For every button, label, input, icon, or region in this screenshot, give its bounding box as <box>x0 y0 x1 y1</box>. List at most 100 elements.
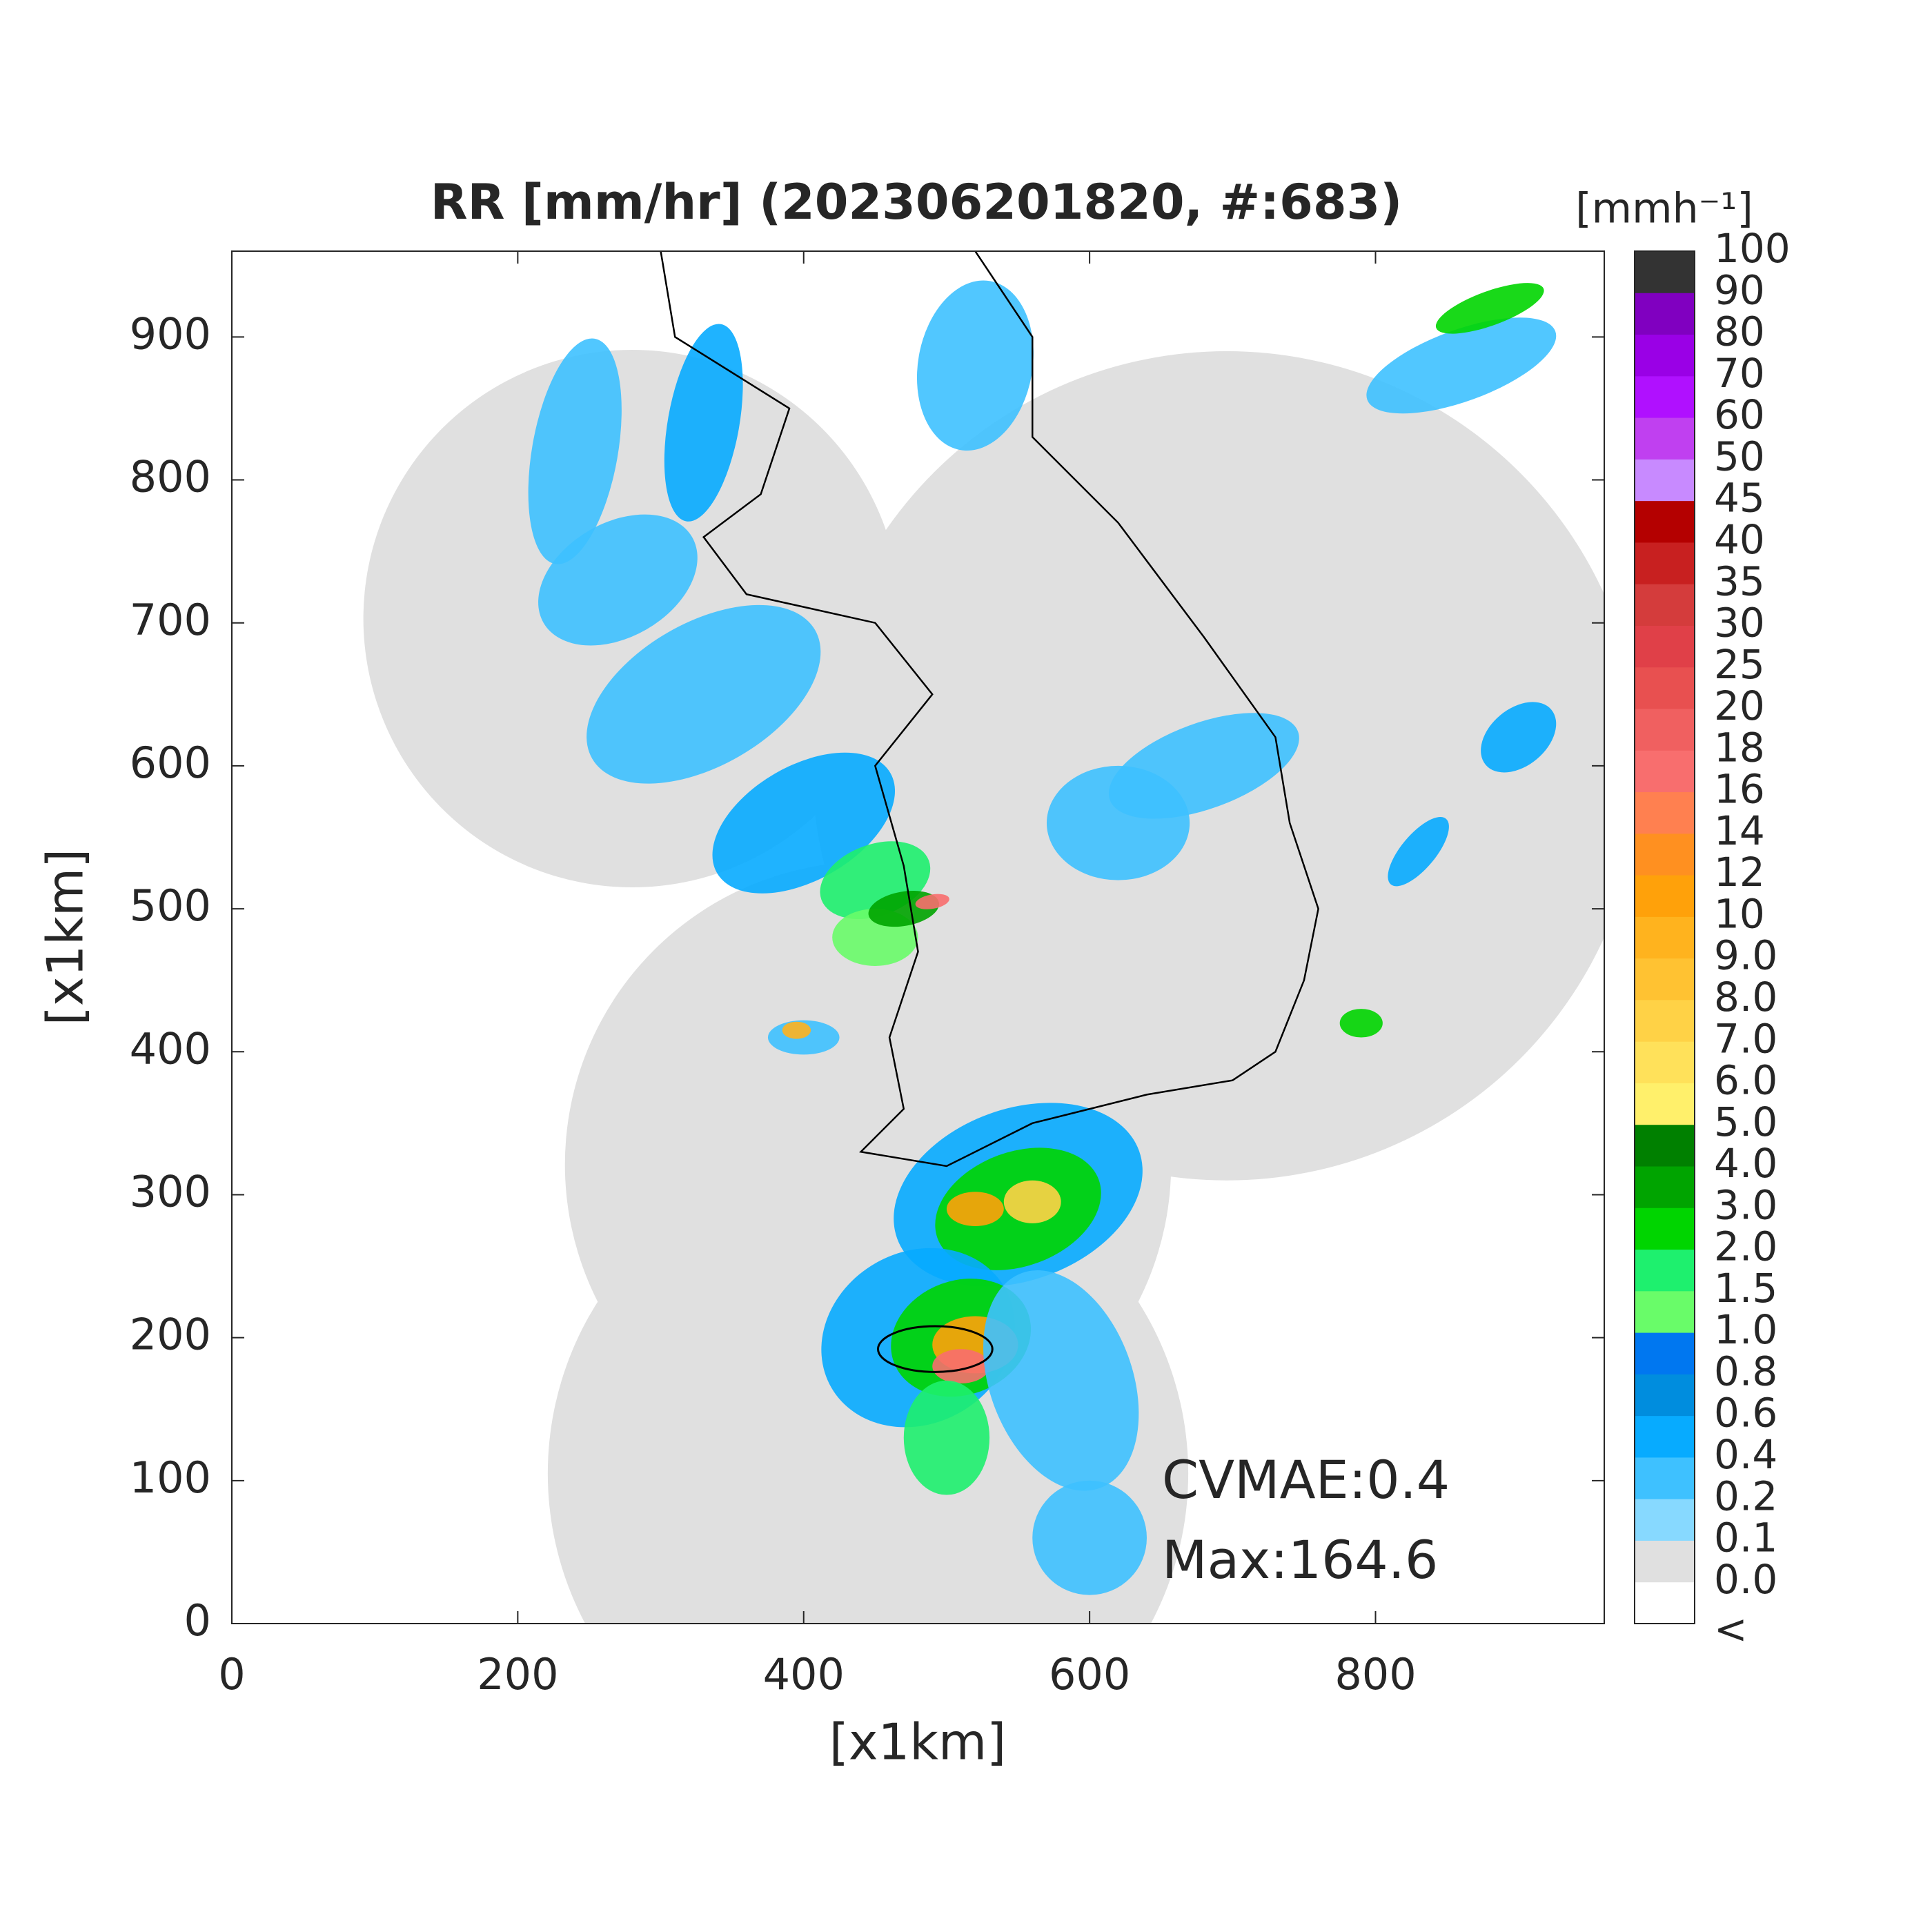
colorbar-swatch <box>1635 625 1695 668</box>
colorbar-swatch <box>1635 584 1695 626</box>
y-tick-label: 700 <box>130 595 211 645</box>
colorbar-label: 40 <box>1714 516 1765 563</box>
colorbar-swatch <box>1635 1499 1695 1541</box>
rain-cell <box>1003 1180 1061 1223</box>
rain-cell <box>1435 283 1544 334</box>
y-tick-label: 500 <box>130 880 211 931</box>
colorbar-label: < <box>1714 1606 1748 1653</box>
colorbar-swatch <box>1635 875 1695 917</box>
colorbar-swatch <box>1635 833 1695 876</box>
rain-cell <box>1481 702 1557 773</box>
rain-cell <box>782 1021 811 1039</box>
y-axis-label: [x1km] <box>37 849 95 1025</box>
colorbar-swatch <box>1635 500 1695 543</box>
colorbar-label: 70 <box>1714 350 1765 397</box>
colorbar-swatch <box>1635 1083 1695 1125</box>
colorbar-swatch <box>1635 709 1695 751</box>
colorbar-label: 30 <box>1714 600 1765 647</box>
rain-cell <box>1339 1009 1383 1038</box>
rain-cell <box>932 1349 990 1383</box>
colorbar-label: 12 <box>1714 849 1765 896</box>
colorbar-swatch <box>1635 1290 1695 1333</box>
y-tick-label: 800 <box>130 452 211 502</box>
colorbar-swatch <box>1635 375 1695 418</box>
colorbar-label: 1.5 <box>1714 1265 1777 1312</box>
colorbar-swatch <box>1635 1249 1695 1292</box>
colorbar-label: 7.0 <box>1714 1015 1777 1062</box>
colorbar-swatch <box>1635 1540 1695 1583</box>
annotation: CVMAE:0.4 <box>1162 1449 1450 1510</box>
colorbar-swatch <box>1635 293 1695 335</box>
rain-cell <box>528 338 622 564</box>
colorbar-frame <box>1634 250 1695 1624</box>
rain-cell <box>915 894 949 909</box>
colorbar-swatch <box>1635 542 1695 584</box>
colorbar-swatch <box>1635 1166 1695 1208</box>
colorbar-swatch <box>1635 916 1695 959</box>
annotation: Max:164.6 <box>1162 1529 1438 1590</box>
x-tick-label: 400 <box>763 1649 845 1699</box>
colorbar-swatch <box>1635 417 1695 460</box>
rain-cell <box>1388 816 1449 887</box>
colorbar-swatch <box>1635 999 1695 1042</box>
colorbar-label: 6.0 <box>1714 1057 1777 1104</box>
colorbar-label: 0.4 <box>1714 1431 1777 1478</box>
colorbar-label: 0.1 <box>1714 1515 1777 1561</box>
rain-cell <box>1032 1480 1147 1595</box>
colorbar-label: 8.0 <box>1714 974 1777 1021</box>
colorbar-label: 0.6 <box>1714 1390 1777 1437</box>
colorbar-label: 25 <box>1714 641 1765 688</box>
colorbar-swatch <box>1635 1457 1695 1499</box>
rain-cell <box>916 280 1034 451</box>
colorbar-label: 80 <box>1714 308 1765 355</box>
chart-title: RR [mm/hr] (202306201820, #:683) <box>431 174 1403 230</box>
colorbar-swatch <box>1635 1208 1695 1250</box>
colorbar-label: 50 <box>1714 433 1765 480</box>
colorbar-label: 90 <box>1714 266 1765 313</box>
y-tick-label: 300 <box>130 1167 211 1217</box>
colorbar-label: 100 <box>1714 225 1791 272</box>
rain-cell <box>586 604 821 784</box>
colorbar-label: 5.0 <box>1714 1098 1777 1145</box>
y-tick-label: 0 <box>184 1595 211 1646</box>
colorbar-swatch <box>1635 459 1695 502</box>
colorbar-title: [mmh⁻¹] <box>1575 185 1753 233</box>
x-axis-label: [x1km] <box>829 1713 1006 1771</box>
colorbar-swatch <box>1635 1041 1695 1083</box>
colorbar-swatch <box>1635 1581 1695 1624</box>
colorbar-label: 14 <box>1714 807 1765 854</box>
rain-cell <box>983 1270 1139 1491</box>
colorbar-label: 20 <box>1714 682 1765 729</box>
colorbar-swatch <box>1635 1124 1695 1167</box>
y-tick-label: 900 <box>130 308 211 359</box>
coastline <box>660 251 1319 1167</box>
x-tick-label: 800 <box>1334 1649 1416 1699</box>
colorbar-swatch <box>1635 1374 1695 1417</box>
x-tick-label: 600 <box>1049 1649 1130 1699</box>
colorbar-label: 2.0 <box>1714 1223 1777 1270</box>
colorbar-label: 60 <box>1714 391 1765 438</box>
rain-cell <box>903 1380 990 1495</box>
colorbar-label: 0.2 <box>1714 1472 1777 1519</box>
x-tick-label: 200 <box>477 1649 558 1699</box>
colorbar-label: 10 <box>1714 890 1765 937</box>
colorbar-label: 4.0 <box>1714 1140 1777 1187</box>
colorbar-swatch <box>1635 791 1695 834</box>
rain-cell <box>1108 713 1299 819</box>
colorbar-label: 0.0 <box>1714 1556 1777 1603</box>
colorbar-label: 18 <box>1714 724 1765 771</box>
y-tick-label: 400 <box>130 1023 211 1074</box>
rain-cell <box>664 324 743 522</box>
colorbar-label: 3.0 <box>1714 1181 1777 1228</box>
rain-cell <box>1366 317 1557 414</box>
coastline <box>876 1325 994 1373</box>
rain-cell <box>946 1192 1004 1227</box>
colorbar-swatch <box>1635 958 1695 1000</box>
colorbar-swatch <box>1635 1415 1695 1458</box>
colorbar-label: 1.0 <box>1714 1306 1777 1353</box>
colorbar-label: 9.0 <box>1714 932 1777 979</box>
colorbar-swatch <box>1635 251 1695 293</box>
colorbar-swatch <box>1635 750 1695 793</box>
